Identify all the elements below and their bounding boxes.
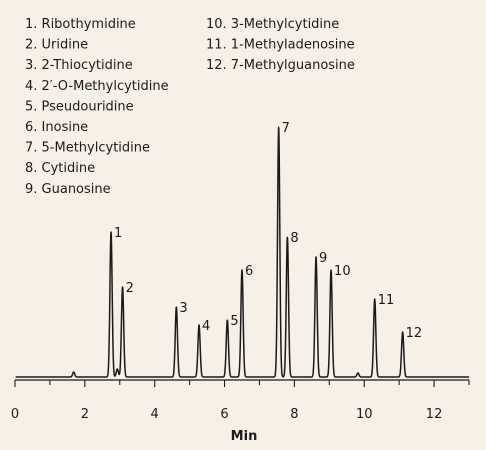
x-tick-label-12: 12 (426, 407, 443, 422)
x-tick-label-0: 0 (11, 407, 19, 422)
legend-entry-1: 1. Ribothymidine (25, 17, 136, 32)
x-axis-title: Min (231, 429, 258, 444)
chromatogram-trace (15, 126, 470, 378)
legend-entry-12: 12. 7-Methylguanosine (206, 58, 355, 73)
x-tick-label-10: 10 (356, 407, 373, 422)
peak-label-12: 12 (406, 326, 423, 341)
peak-label-7: 7 (282, 121, 290, 136)
peak-label-9: 9 (319, 251, 327, 266)
peak-label-8: 8 (290, 231, 298, 246)
peak-label-1: 1 (114, 226, 122, 241)
legend-entry-2: 2. Uridine (25, 38, 88, 53)
legend-entry-6: 6. Inosine (25, 120, 88, 135)
x-tick-label-8: 8 (290, 407, 298, 422)
peak-label-11: 11 (378, 293, 395, 308)
x-tick-label-4: 4 (151, 407, 159, 422)
peak-label-3: 3 (179, 301, 187, 316)
legend-entry-4: 4. 2′-O-Methylcytidine (25, 79, 169, 94)
peak-label-4: 4 (202, 319, 210, 334)
x-tick-label-2: 2 (81, 407, 89, 422)
peak-label-10: 10 (334, 264, 351, 279)
legend-entry-11: 11. 1-Methyladenosine (206, 38, 355, 53)
legend-entry-10: 10. 3-Methylcytidine (206, 17, 339, 32)
x-tick-label-6: 6 (220, 407, 228, 422)
peak-label-6: 6 (245, 264, 253, 279)
x-axis-ticks: 0 2 4 6 8 10 12 (11, 380, 470, 422)
legend-column-2: 10. 3-Methylcytidine 11. 1-Methyladenosin… (206, 17, 355, 73)
legend-entry-9: 9. Guanosine (25, 182, 111, 197)
legend-entry-8: 8. Cytidine (25, 161, 95, 176)
peak-label-5: 5 (230, 314, 238, 329)
legend-entry-3: 3. 2-Thiocytidine (25, 58, 133, 73)
legend-entry-7: 7. 5-Methylcytidine (25, 141, 150, 156)
legend-column-1: 1. Ribothymidine 2. Uridine 3. 2-Thiocytid… (25, 17, 169, 197)
legend-entry-5: 5. Pseudouridine (25, 99, 134, 114)
peak-label-2: 2 (126, 281, 134, 296)
